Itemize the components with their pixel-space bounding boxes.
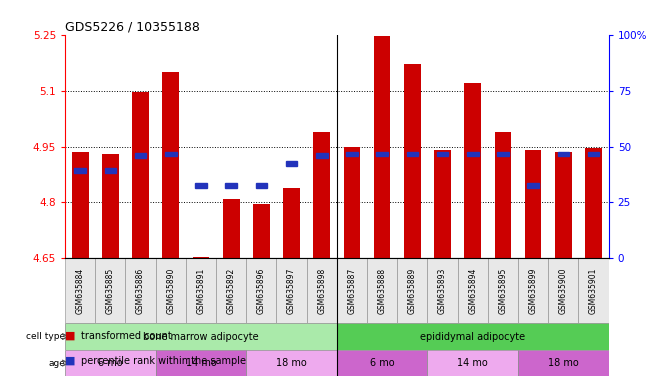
Bar: [374, 36, 391, 258]
Text: 6 mo: 6 mo: [370, 358, 395, 368]
Text: cell type: cell type: [26, 332, 65, 341]
Bar: [225, 183, 237, 188]
Text: GSM635898: GSM635898: [317, 268, 326, 314]
Bar: [404, 65, 421, 258]
Bar: [579, 258, 609, 323]
Bar: [428, 258, 458, 323]
Text: GSM635896: GSM635896: [257, 268, 266, 314]
Bar: [458, 258, 488, 323]
Bar: [256, 183, 267, 188]
Bar: [495, 132, 511, 258]
Text: ■: ■: [65, 331, 76, 341]
Text: transformed count: transformed count: [81, 331, 172, 341]
Bar: [223, 199, 240, 258]
Text: GSM635892: GSM635892: [227, 268, 236, 314]
Bar: [216, 258, 246, 323]
Text: GSM635900: GSM635900: [559, 268, 568, 314]
Bar: [434, 150, 451, 258]
Text: GSM635894: GSM635894: [468, 268, 477, 314]
Bar: [65, 350, 156, 376]
Bar: [277, 258, 307, 323]
Text: 18 mo: 18 mo: [276, 358, 307, 368]
Bar: [588, 152, 600, 156]
Bar: [525, 150, 542, 258]
Bar: [527, 183, 539, 188]
Bar: [286, 161, 298, 166]
Bar: [497, 152, 508, 156]
Bar: [376, 152, 388, 156]
Bar: [464, 83, 481, 258]
Text: GSM635895: GSM635895: [499, 268, 508, 314]
Bar: [195, 183, 207, 188]
Text: 14 mo: 14 mo: [458, 358, 488, 368]
Text: 18 mo: 18 mo: [548, 358, 579, 368]
Text: GSM635901: GSM635901: [589, 268, 598, 314]
Bar: [585, 148, 602, 258]
Bar: [397, 258, 428, 323]
Bar: [548, 258, 579, 323]
Text: GSM635897: GSM635897: [287, 268, 296, 314]
Bar: [95, 258, 126, 323]
Text: 6 mo: 6 mo: [98, 358, 122, 368]
Bar: [163, 72, 179, 258]
Bar: [337, 258, 367, 323]
Bar: [337, 323, 609, 350]
Text: GSM635891: GSM635891: [197, 268, 206, 314]
Bar: [428, 350, 518, 376]
Bar: [65, 323, 337, 350]
Bar: [72, 152, 89, 258]
Bar: [126, 258, 156, 323]
Text: GSM635893: GSM635893: [438, 268, 447, 314]
Bar: [558, 152, 569, 156]
Text: GSM635889: GSM635889: [408, 268, 417, 314]
Bar: [407, 152, 418, 156]
Bar: [367, 258, 397, 323]
Bar: [156, 258, 186, 323]
Bar: [337, 350, 428, 376]
Bar: [467, 152, 478, 156]
Text: GSM635887: GSM635887: [348, 268, 357, 314]
Text: GDS5226 / 10355188: GDS5226 / 10355188: [65, 20, 200, 33]
Text: GSM635885: GSM635885: [106, 268, 115, 314]
Bar: [193, 257, 210, 258]
Bar: [283, 187, 300, 258]
Bar: [246, 258, 277, 323]
Text: epididymal adipocyte: epididymal adipocyte: [421, 331, 525, 341]
Bar: [102, 154, 118, 258]
Bar: [253, 204, 270, 258]
Bar: [437, 152, 449, 156]
Bar: [314, 132, 330, 258]
Bar: [344, 147, 360, 258]
Text: bone marrow adipocyte: bone marrow adipocyte: [143, 331, 259, 341]
Bar: [316, 154, 327, 158]
Text: GSM635886: GSM635886: [136, 268, 145, 314]
Bar: [186, 258, 216, 323]
Bar: [518, 258, 548, 323]
Text: GSM635888: GSM635888: [378, 268, 387, 314]
Text: GSM635884: GSM635884: [76, 268, 85, 314]
Bar: [165, 152, 176, 156]
Bar: [156, 350, 246, 376]
Text: age: age: [48, 359, 65, 367]
Bar: [132, 93, 149, 258]
Text: GSM635890: GSM635890: [166, 268, 175, 314]
Bar: [105, 168, 116, 173]
Bar: [518, 350, 609, 376]
Bar: [555, 152, 572, 258]
Text: GSM635899: GSM635899: [529, 268, 538, 314]
Bar: [74, 168, 86, 173]
Bar: [65, 258, 95, 323]
Bar: [135, 154, 146, 158]
Text: percentile rank within the sample: percentile rank within the sample: [81, 356, 246, 366]
Bar: [346, 152, 358, 156]
Bar: [488, 258, 518, 323]
Bar: [307, 258, 337, 323]
Bar: [246, 350, 337, 376]
Text: 14 mo: 14 mo: [186, 358, 216, 368]
Text: ■: ■: [65, 356, 76, 366]
